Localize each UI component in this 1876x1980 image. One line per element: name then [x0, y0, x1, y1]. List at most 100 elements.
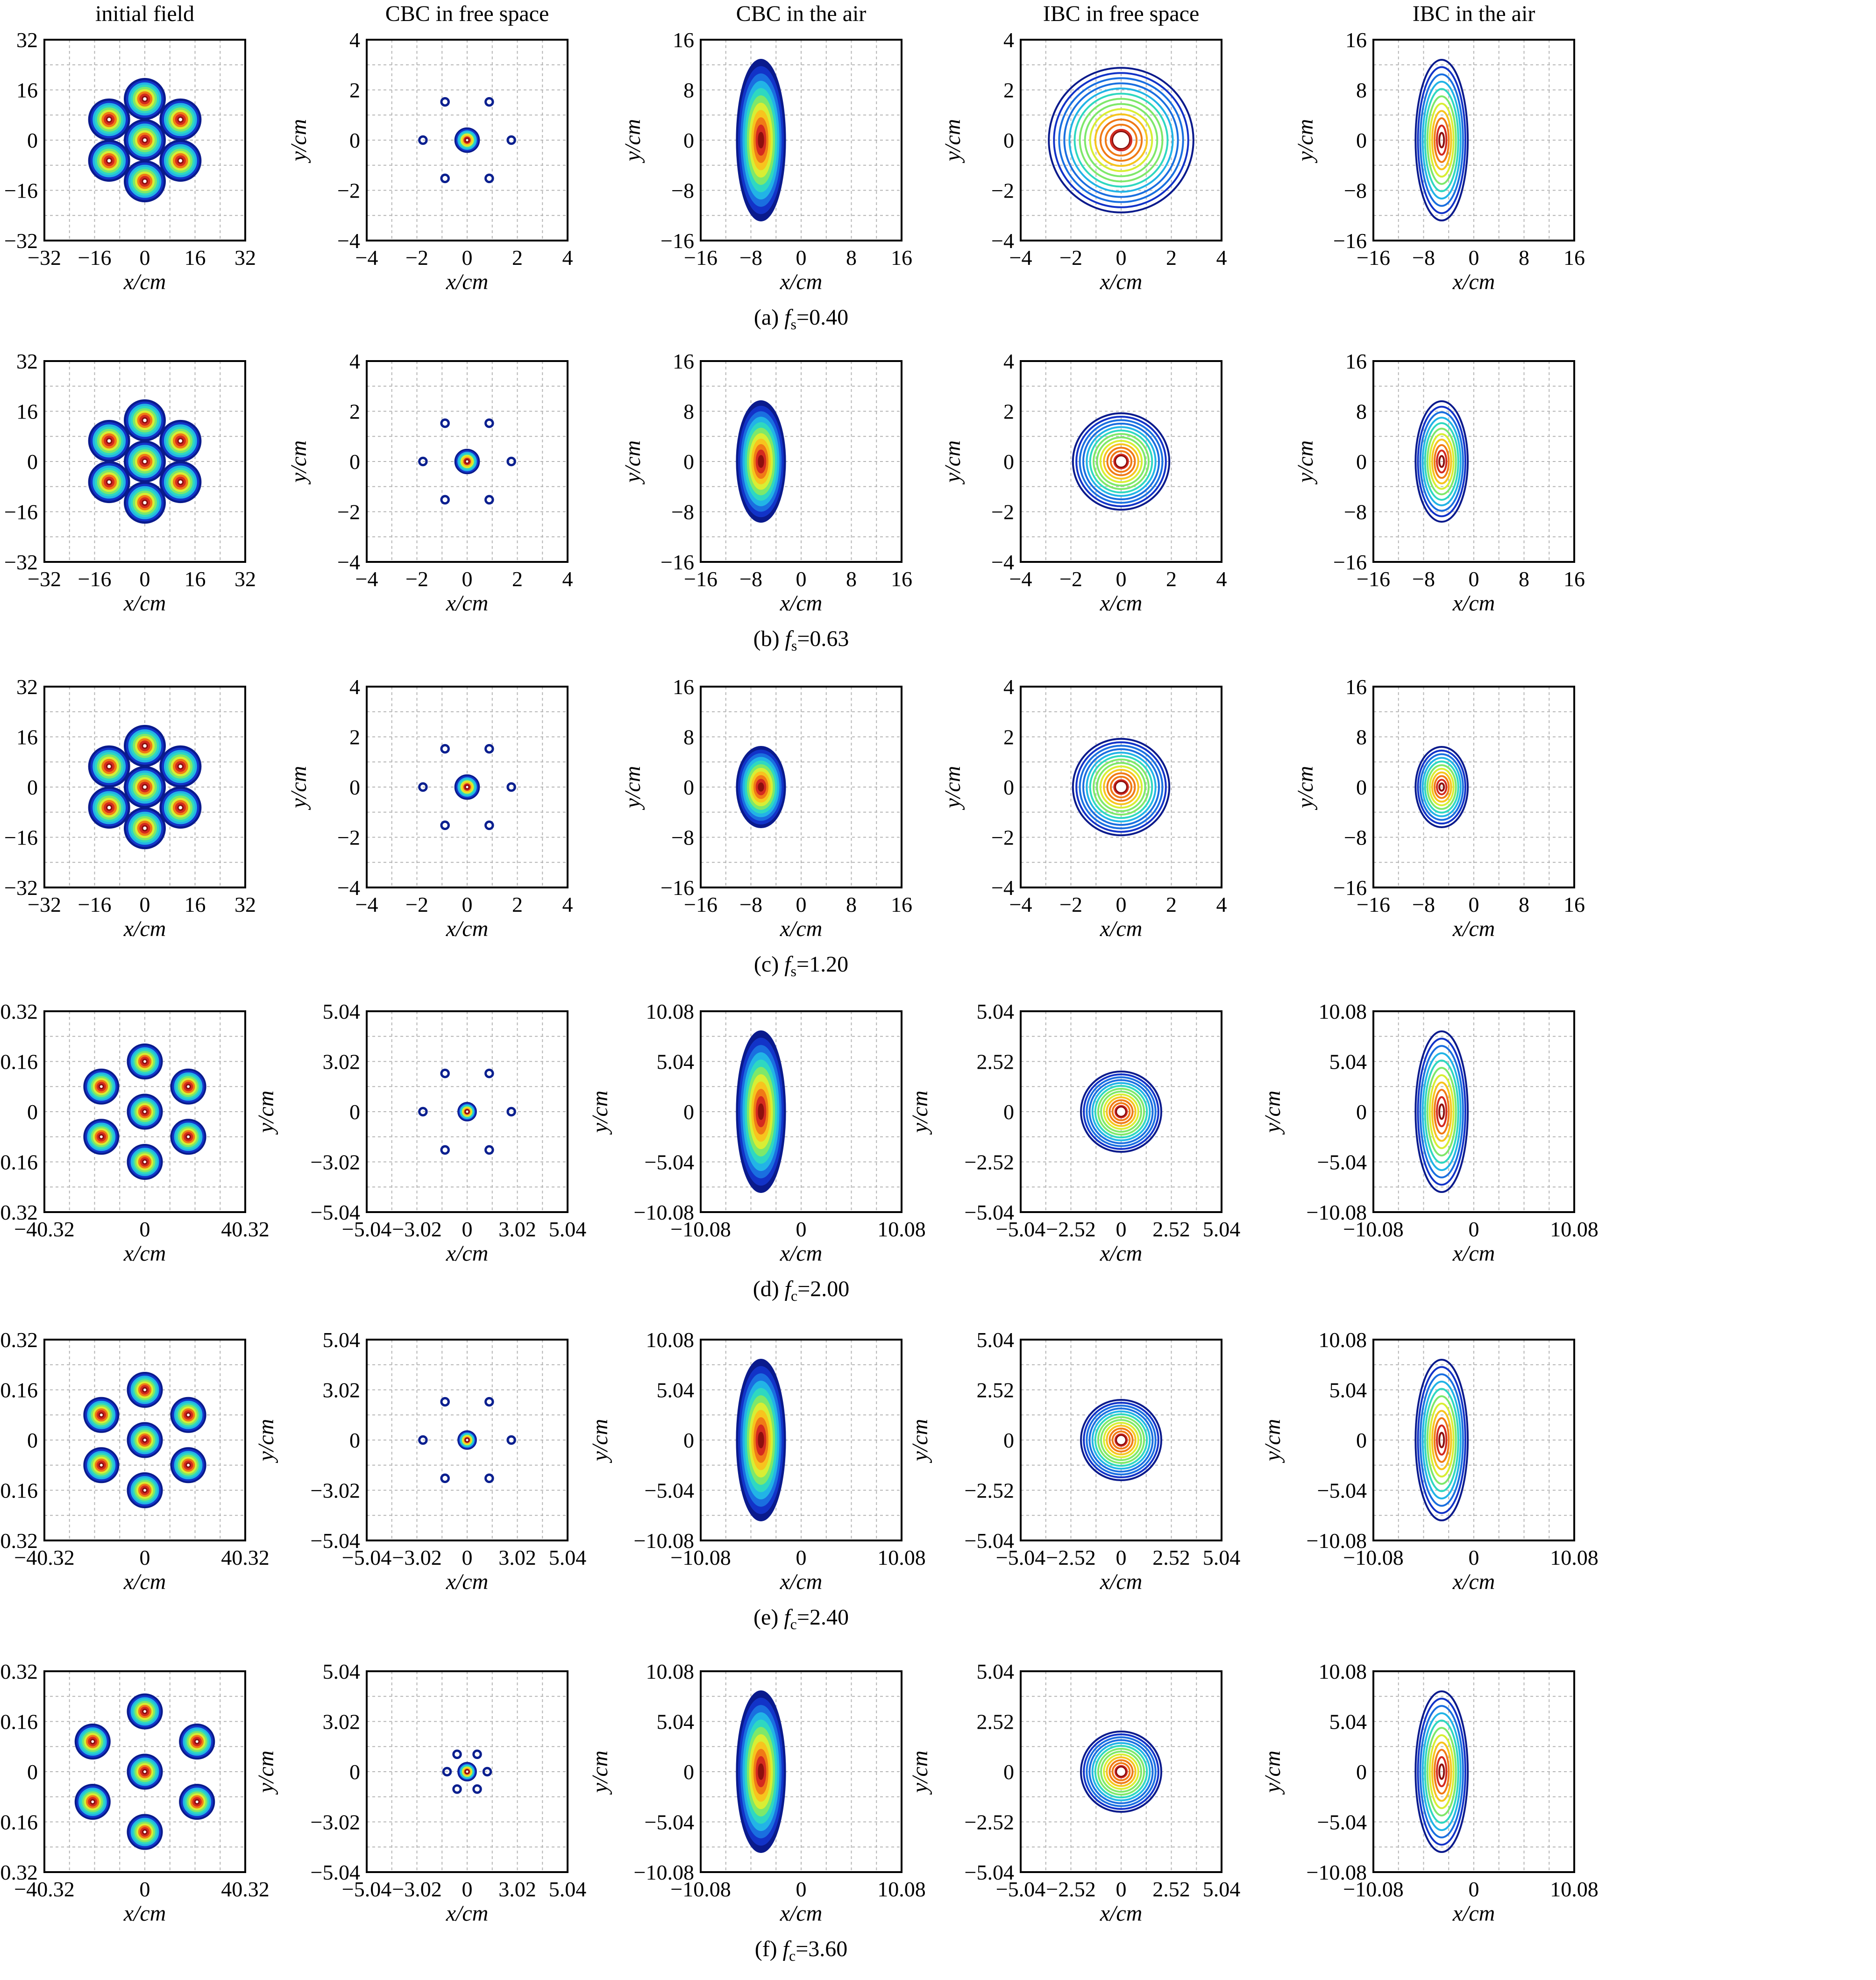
y-tick-label: 5.04 [323, 1660, 361, 1683]
contour-ring [1053, 72, 1189, 208]
side-lobe [452, 1749, 462, 1760]
y-tick-label: −32 [4, 876, 38, 900]
contour-peak [90, 1799, 96, 1805]
x-tick-label: −16 [684, 246, 718, 270]
x-tick-label: 0 [796, 1546, 807, 1569]
x-tick-label: −16 [1357, 893, 1390, 916]
contour-ring [1428, 767, 1455, 807]
x-tick-label: 2 [1166, 893, 1177, 916]
side-lobe [484, 1473, 494, 1483]
y-tick-label: −16 [661, 550, 694, 574]
y-tick-label: 4 [349, 349, 360, 373]
y-axis-label: y/cm [1260, 1091, 1285, 1135]
row-caption: (d) fc=2.00 [753, 1277, 850, 1304]
contour-ring [1424, 422, 1459, 501]
x-tick-label: 0 [140, 246, 150, 270]
y-axis-label: y/cm [286, 440, 311, 485]
contour-panel: −16 −8 0 8 16 −16 −8 0 8 16 x/cm y/cm [1293, 675, 1585, 941]
contour-ring [1431, 439, 1452, 484]
y-tick-label: 0 [1356, 1100, 1367, 1124]
contour-ring [1424, 1059, 1459, 1164]
y-tick-label: 3.02 [323, 1378, 361, 1402]
row-caption: (c) fs=1.20 [754, 952, 848, 979]
contour-ring [1109, 128, 1133, 152]
contour-ring [1099, 118, 1143, 162]
contour-peak [142, 825, 148, 831]
plot-frame [1020, 1339, 1222, 1541]
y-tick-label: 2.52 [977, 1050, 1015, 1074]
plot-frame [43, 1670, 246, 1873]
x-tick-label: 16 [891, 567, 912, 591]
y-tick-label: 0 [27, 775, 38, 799]
y-tick-label: −4 [337, 550, 360, 574]
side-lobe [506, 135, 516, 145]
y-tick-label: 0 [27, 450, 38, 474]
y-axis-label: y/cm [1293, 766, 1318, 811]
y-tick-label: 16 [16, 400, 38, 424]
x-tick-label: 8 [846, 893, 857, 916]
plot-frame [1372, 1339, 1575, 1541]
contour-ring [1438, 1103, 1445, 1120]
contour-ring [1109, 1427, 1134, 1453]
side-lobe [484, 1145, 494, 1155]
x-tick-label: 5.04 [549, 1217, 587, 1241]
x-tick-label: −32 [28, 893, 61, 916]
plot-frame [366, 1670, 568, 1873]
x-axis-label: x/cm [780, 270, 823, 294]
x-tick-label: 0 [796, 893, 807, 916]
y-tick-label: −16 [661, 229, 694, 253]
y-tick-label: −8 [1344, 826, 1367, 850]
contour-panel: −4 −2 0 2 4 −4 −2 0 2 4 x/cm y/cm [940, 675, 1227, 941]
y-tick-label: 5.04 [977, 1000, 1015, 1023]
y-tick-label: 8 [1356, 78, 1367, 102]
contour-ring [1438, 1763, 1445, 1780]
x-axis-label: x/cm [123, 1569, 166, 1594]
contour-ring [1094, 113, 1148, 167]
x-tick-label: −10.08 [1343, 1217, 1403, 1241]
x-axis-label: x/cm [1452, 1241, 1495, 1266]
side-lobe [472, 1749, 482, 1760]
y-tick-label: 0 [349, 128, 360, 152]
y-tick-label: 8 [683, 725, 694, 749]
y-tick-label: −8 [1344, 500, 1367, 524]
contour-ring [1083, 1073, 1159, 1150]
contour-ring [758, 455, 764, 468]
y-tick-label: 20.16 [0, 1378, 38, 1402]
side-lobe [418, 782, 428, 792]
x-tick-label: 2 [1166, 567, 1177, 591]
y-tick-label: 0 [1003, 1428, 1014, 1452]
contour-ring [1428, 102, 1455, 178]
contour-ring [1089, 755, 1153, 819]
x-tick-label: −32 [28, 246, 61, 270]
plot-frame [700, 39, 902, 241]
side-lobe [418, 135, 428, 145]
contour-ring [1097, 1747, 1145, 1796]
contour-ring [1091, 1410, 1151, 1470]
x-axis-label: x/cm [123, 591, 166, 616]
x-tick-label: 0 [796, 567, 807, 591]
contour-ring [1438, 132, 1445, 149]
x-tick-label: 16 [891, 246, 912, 270]
y-tick-label: −2 [337, 500, 360, 524]
x-tick-label: 10.08 [1550, 1877, 1599, 1901]
contour-ring [1080, 1071, 1162, 1153]
x-tick-label: −16 [1357, 567, 1390, 591]
x-tick-label: 0 [796, 246, 807, 270]
x-tick-label: 16 [1563, 567, 1585, 591]
y-tick-label: 2 [1003, 725, 1014, 749]
y-tick-label: 4 [349, 28, 360, 52]
y-tick-label: 5.04 [323, 1000, 361, 1023]
y-tick-label: −4 [991, 229, 1014, 253]
contour-peak [1116, 1106, 1127, 1117]
row-caption: (b) fs=0.63 [753, 626, 849, 654]
contour-peak [1115, 455, 1128, 468]
side-lobe [484, 744, 494, 754]
y-tick-label: 0 [27, 1428, 38, 1452]
contour-ring [1419, 753, 1464, 821]
contour-peak [106, 438, 113, 444]
y-tick-label: 16 [16, 725, 38, 749]
y-tick-label: 0 [27, 1760, 38, 1784]
y-tick-label: −2 [991, 179, 1014, 203]
x-tick-label: 16 [185, 567, 206, 591]
